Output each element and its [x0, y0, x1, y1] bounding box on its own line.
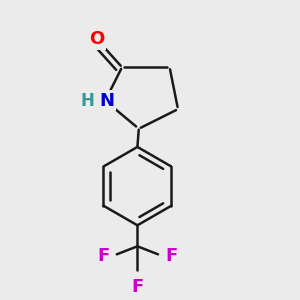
Text: F: F: [165, 247, 178, 265]
Text: F: F: [97, 247, 110, 265]
Text: N: N: [99, 92, 114, 110]
Text: F: F: [131, 278, 143, 296]
Text: H: H: [81, 92, 95, 110]
Text: O: O: [89, 30, 104, 48]
